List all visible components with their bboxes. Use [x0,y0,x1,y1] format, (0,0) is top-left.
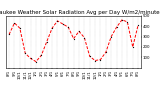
Title: Milwaukee Weather Solar Radiation Avg per Day W/m2/minute: Milwaukee Weather Solar Radiation Avg pe… [0,10,160,15]
